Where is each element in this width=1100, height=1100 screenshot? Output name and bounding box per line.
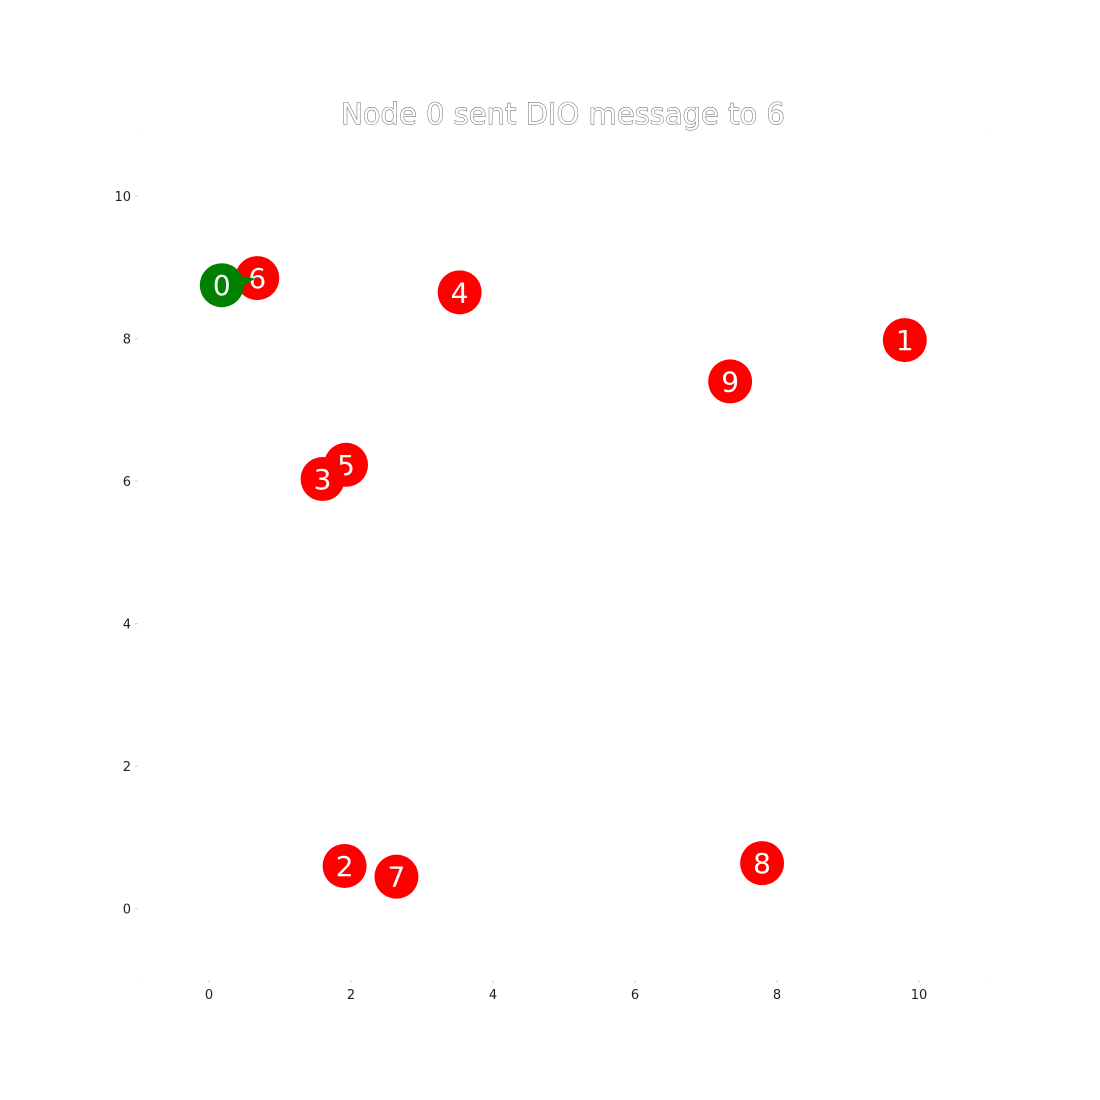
network-node: 3 — [300, 457, 345, 502]
x-tick-label: 6 — [631, 988, 639, 1003]
axes-corner-mark — [989, 979, 991, 981]
node-label: 0 — [213, 269, 231, 302]
y-tick-label: 6 — [123, 475, 131, 490]
node-label: 1 — [896, 324, 914, 357]
node-marker — [374, 854, 419, 899]
y-tick-label: 10 — [114, 190, 131, 205]
y-tick-label: 2 — [123, 760, 131, 775]
node-marker — [199, 263, 244, 308]
node-marker — [235, 256, 280, 301]
y-tick-label: 4 — [123, 618, 131, 633]
node-marker — [882, 318, 927, 363]
node-label: 3 — [314, 463, 332, 496]
chart-title: Node 0 sent DIO message to 6 — [341, 97, 785, 131]
node-label: 6 — [248, 262, 266, 295]
x-tick-label: 0 — [205, 988, 213, 1003]
y-tick-label: 0 — [123, 903, 131, 918]
network-node: 4 — [437, 270, 482, 315]
x-tick-label: 4 — [489, 988, 497, 1003]
network-node: 1 — [882, 318, 927, 363]
node-marker — [322, 843, 367, 888]
y-tick-label: 8 — [123, 333, 131, 348]
network-node: 9 — [708, 359, 753, 404]
node-label: 9 — [721, 365, 739, 398]
network-node: 6 — [235, 256, 280, 301]
x-tick-label: 10 — [911, 988, 928, 1003]
axes-corner-mark — [137, 979, 139, 981]
node-marker — [740, 841, 785, 886]
x-tick-label: 2 — [347, 988, 355, 1003]
node-marker — [437, 270, 482, 315]
network-node: 8 — [740, 841, 785, 886]
node-label: 8 — [753, 847, 771, 880]
message-arrow — [229, 274, 256, 293]
x-tick-label: 8 — [773, 988, 781, 1003]
axes-corner-mark — [989, 131, 991, 133]
network-node: 0 — [199, 263, 244, 308]
axes-corner-mark — [137, 131, 139, 133]
node-label: 7 — [388, 861, 406, 894]
network-node: 2 — [322, 843, 367, 888]
node-label: 4 — [451, 276, 469, 309]
node-marker — [300, 457, 345, 502]
node-label: 2 — [336, 850, 354, 883]
node-marker — [708, 359, 753, 404]
network-node: 7 — [374, 854, 419, 899]
